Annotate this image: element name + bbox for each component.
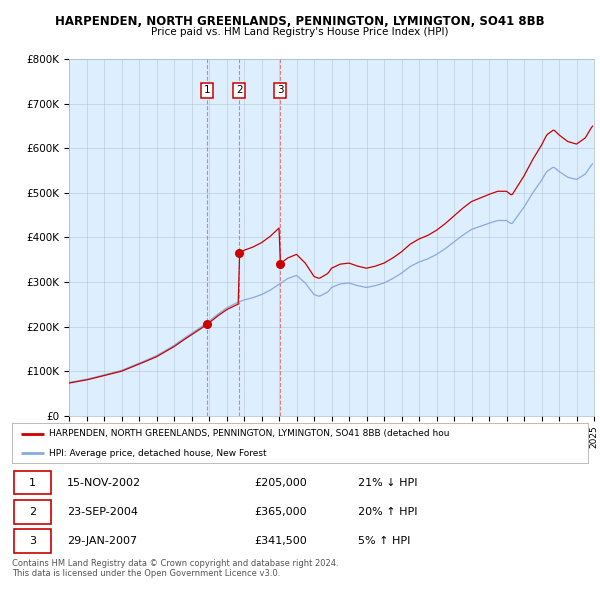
Text: HARPENDEN, NORTH GREENLANDS, PENNINGTON, LYMINGTON, SO41 8BB: HARPENDEN, NORTH GREENLANDS, PENNINGTON,… [55,15,545,28]
Text: £365,000: £365,000 [254,507,307,517]
Text: HPI: Average price, detached house, New Forest: HPI: Average price, detached house, New … [49,448,267,458]
Text: 3: 3 [29,536,36,546]
Text: 29-JAN-2007: 29-JAN-2007 [67,536,137,546]
Text: 20% ↑ HPI: 20% ↑ HPI [358,507,417,517]
Text: Price paid vs. HM Land Registry's House Price Index (HPI): Price paid vs. HM Land Registry's House … [151,28,449,37]
Text: £341,500: £341,500 [254,536,307,546]
FancyBboxPatch shape [14,500,51,524]
Text: HARPENDEN, NORTH GREENLANDS, PENNINGTON, LYMINGTON, SO41 8BB (detached hou: HARPENDEN, NORTH GREENLANDS, PENNINGTON,… [49,430,450,438]
Text: 15-NOV-2002: 15-NOV-2002 [67,477,141,487]
Text: 2: 2 [29,507,36,517]
Text: 5% ↑ HPI: 5% ↑ HPI [358,536,410,546]
Text: 1: 1 [29,477,36,487]
Text: 21% ↓ HPI: 21% ↓ HPI [358,477,417,487]
Text: 23-SEP-2004: 23-SEP-2004 [67,507,138,517]
Text: 3: 3 [277,85,284,95]
Text: 1: 1 [203,85,210,95]
Text: 2: 2 [236,85,242,95]
Text: £205,000: £205,000 [254,477,307,487]
Text: This data is licensed under the Open Government Licence v3.0.: This data is licensed under the Open Gov… [12,569,280,578]
FancyBboxPatch shape [14,529,51,553]
FancyBboxPatch shape [14,471,51,494]
Text: Contains HM Land Registry data © Crown copyright and database right 2024.: Contains HM Land Registry data © Crown c… [12,559,338,568]
